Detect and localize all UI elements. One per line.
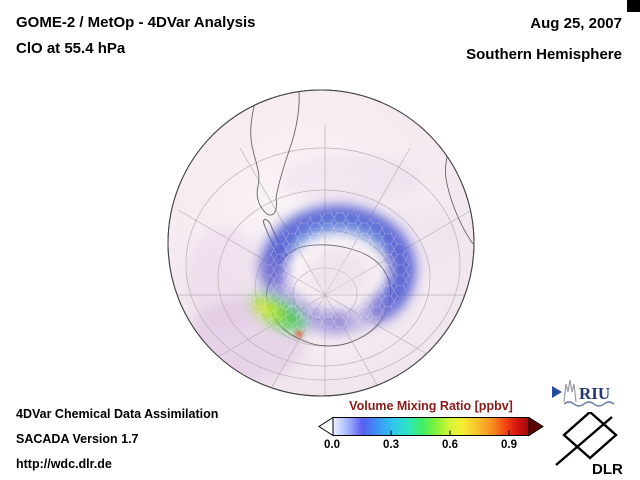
- footer-left: 4DVar Chemical Data Assimilation SACADA …: [16, 402, 218, 477]
- globe-map: [167, 89, 475, 397]
- dlr-logo: DLR: [554, 410, 626, 480]
- date-label: Aug 25, 2007: [530, 15, 622, 32]
- south-america-outline: [250, 90, 300, 216]
- colorbar-tick-label: 0.3: [383, 439, 399, 451]
- colorbar-block: Volume Mixing Ratio [ppbv]: [318, 399, 544, 453]
- dlr-swoosh-icon: [555, 416, 613, 466]
- riu-logo: RIU: [552, 376, 628, 413]
- version-label: SACADA Version 1.7: [16, 432, 139, 446]
- hex-cell-texture: [247, 211, 411, 336]
- africa-outline: [445, 133, 474, 247]
- cathedral-icon: [563, 379, 577, 403]
- colorbar-tick-labels: 0.0 0.3 0.6 0.9: [318, 438, 544, 453]
- riu-logo-text: RIU: [579, 384, 610, 403]
- colorbar-over-arrow: [528, 416, 544, 437]
- clo-data-layer: [247, 205, 416, 337]
- corner-mark: [627, 0, 640, 12]
- hemisphere-label: Southern Hemisphere: [466, 46, 622, 63]
- header-right: Aug 25, 2007 Southern Hemisphere: [466, 8, 622, 70]
- colorbar: [318, 416, 544, 437]
- dlr-logo-text: DLR: [592, 461, 623, 476]
- url-label: http://wdc.dlr.de: [16, 457, 112, 471]
- dlr-diamond-icon: [562, 410, 618, 460]
- colorbar-tick-marks: [390, 430, 510, 436]
- riu-wave-icon: [563, 401, 615, 407]
- colorbar-tick-label: 0.0: [324, 439, 340, 451]
- analysis-title: GOME-2 / MetOp - 4DVar Analysis: [16, 14, 256, 31]
- assimilation-label: 4DVar Chemical Data Assimilation: [16, 407, 219, 421]
- species-level-label: ClO at 55.4 hPa: [16, 40, 126, 57]
- header-left: GOME-2 / MetOp - 4DVar Analysis ClO at 5…: [16, 10, 256, 62]
- riu-arrow-icon: [552, 386, 562, 398]
- colorbar-gradient: [332, 417, 530, 436]
- colorbar-under-arrow: [318, 416, 334, 437]
- colorbar-title: Volume Mixing Ratio [ppbv]: [349, 399, 513, 413]
- colorbar-tick-label: 0.6: [442, 439, 458, 451]
- colorbar-tick-label: 0.9: [501, 439, 517, 451]
- globe-limb: [167, 89, 475, 397]
